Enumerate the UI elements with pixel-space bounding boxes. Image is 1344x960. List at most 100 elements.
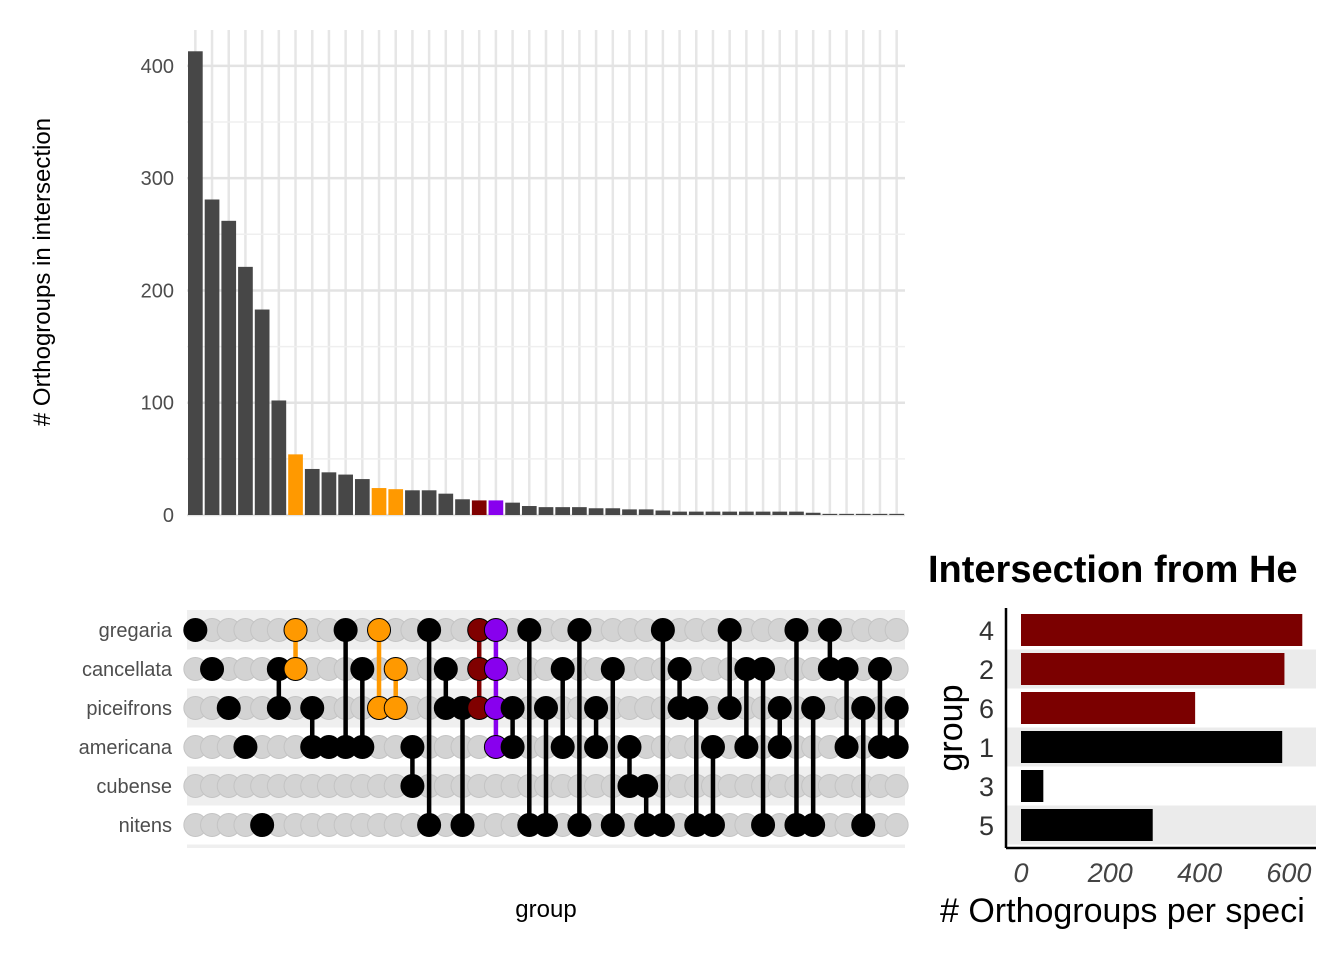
member-point: [350, 657, 375, 681]
member-point: [650, 813, 675, 837]
intersection-bar: [822, 513, 838, 515]
intersection-bar: [271, 400, 287, 515]
intersection-bar: [521, 506, 537, 515]
side-bar: [1021, 809, 1153, 841]
member-point: [700, 813, 725, 837]
member-point: [767, 696, 792, 720]
intersection-bar: [889, 513, 904, 515]
member-point: [500, 696, 525, 720]
y-tick-label: 400: [141, 56, 174, 78]
intersection-bar: [622, 509, 637, 515]
member-point: [567, 618, 592, 642]
member-point: [600, 813, 625, 837]
member-point: [433, 657, 458, 681]
member-point: [751, 657, 776, 681]
grid-lines: [187, 30, 905, 517]
intersection-bar: [254, 309, 270, 515]
intersection-bar: [388, 489, 404, 515]
set-label: nitens: [119, 815, 172, 837]
side-x-tick-label: 200: [1087, 858, 1133, 888]
set-label: gregaria: [99, 620, 173, 642]
member-point: [734, 735, 759, 759]
y-tick-label: 100: [141, 393, 174, 415]
intersection-bar: [438, 493, 454, 515]
side-y-tick-label: 2: [979, 655, 994, 685]
member-point: [283, 618, 308, 642]
intersection-bar-panel: 0 100 200 300 400 # Orthogroups in intersect…: [29, 30, 905, 527]
set-label: piceifrons: [86, 698, 172, 720]
member-point: [851, 696, 876, 720]
member-point: [283, 657, 308, 681]
member-point: [567, 813, 592, 837]
side-y-tick-label: 6: [979, 694, 994, 724]
member-point: [534, 813, 558, 837]
intersection-bar: [405, 490, 420, 515]
member-point: [817, 618, 842, 642]
side-bar: [1021, 614, 1303, 646]
member-point: [200, 657, 225, 681]
y-axis-title: # Orthogroups in intersection: [29, 118, 56, 426]
side-bar-chart: Intersection from He 4 2 6 1 3 50 200 400 600 # …: [928, 549, 1316, 930]
member-point: [400, 735, 425, 759]
intersection-bar: [238, 266, 253, 515]
empty-point: [884, 774, 909, 798]
member-point: [534, 696, 558, 720]
x-axis-title: group: [515, 896, 576, 923]
intersection-bar: [505, 502, 520, 515]
set-label: cancellata: [82, 659, 173, 681]
intersection-bar: [304, 468, 320, 515]
intersection-bars: [188, 51, 904, 515]
intersection-bar: [638, 509, 654, 515]
intersection-bar: [739, 511, 754, 515]
member-point: [550, 657, 575, 681]
member-point: [333, 618, 358, 642]
member-point: [383, 696, 408, 720]
side-bars: [1021, 614, 1303, 841]
intersection-bar: [288, 454, 303, 515]
set-labels: gregaria cancellata piceifrons americana cub…: [79, 620, 173, 837]
side-y-axis-title: group: [932, 685, 970, 772]
member-point: [667, 657, 692, 681]
member-point: [600, 657, 625, 681]
y-tick-label: 0: [163, 505, 174, 527]
member-point: [584, 735, 609, 759]
side-bar: [1021, 653, 1285, 685]
member-point: [350, 735, 375, 759]
intersection-bar: [221, 220, 237, 515]
empty-point: [884, 813, 909, 837]
intersection-bar: [455, 499, 470, 515]
member-point: [784, 618, 809, 642]
member-point: [767, 735, 792, 759]
member-point: [417, 813, 442, 837]
intersection-bar: [655, 510, 671, 515]
side-y-tick-label: 4: [979, 616, 994, 646]
y-tick-label: 300: [141, 168, 174, 190]
intersection-bar: [855, 513, 871, 515]
set-label: cubense: [96, 776, 172, 798]
side-x-tick-label: 400: [1177, 858, 1222, 888]
side-bar: [1021, 692, 1196, 724]
side-x-tick-label: 600: [1266, 858, 1311, 888]
member-point: [500, 735, 525, 759]
intersection-bar: [188, 51, 203, 515]
intersection-bar: [538, 507, 554, 515]
side-bar: [1021, 770, 1044, 802]
intersection-bar: [338, 474, 353, 515]
side-chart-title: Intersection from He: [928, 549, 1298, 591]
member-point: [483, 657, 508, 681]
member-point: [517, 618, 542, 642]
intersection-bar: [688, 511, 704, 515]
member-point: [634, 774, 659, 798]
member-point: [216, 696, 241, 720]
set-label: americana: [79, 737, 173, 759]
intersection-bar: [605, 508, 621, 515]
side-axes: 4 2 6 1 3 50 200 400 600: [979, 608, 1316, 888]
member-point: [250, 813, 275, 837]
intersection-bar: [872, 513, 888, 515]
member-point: [851, 813, 876, 837]
intersection-bar: [839, 513, 854, 515]
side-y-tick-label: 1: [979, 733, 994, 763]
intersection-bar: [371, 488, 387, 515]
member-point: [650, 618, 675, 642]
member-point: [867, 657, 892, 681]
